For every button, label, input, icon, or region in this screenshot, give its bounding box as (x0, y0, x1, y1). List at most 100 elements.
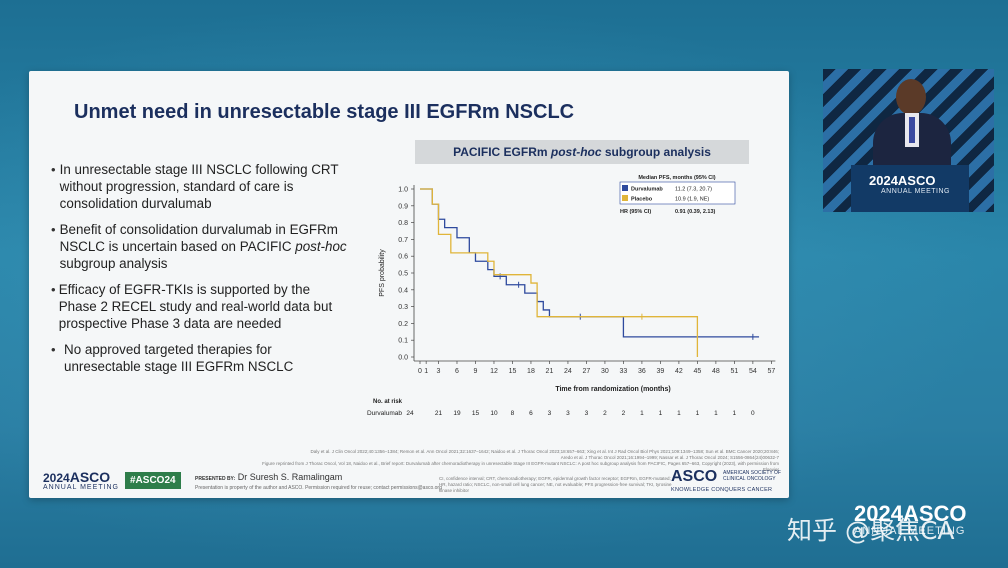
at-risk-count: 2 (603, 410, 607, 417)
watermark-sub: ANNUAL MEETING (854, 525, 966, 537)
x-tick-label: 30 (601, 368, 609, 375)
at-risk-count: 3 (585, 410, 589, 417)
podium-asco: ASCO (897, 173, 936, 188)
y-tick-label: 0.3 (398, 304, 408, 311)
at-risk-count: 6 (529, 410, 533, 417)
y-tick-label: 0.8 (398, 220, 408, 227)
banner-text-italic: post-hoc (550, 145, 602, 159)
asco-sub-line: CLINICAL ONCOLOGY (723, 476, 776, 482)
bullet-symbol: • (51, 222, 56, 237)
asco-meeting-logo: 2024ASCO ANNUAL MEETING (43, 469, 119, 491)
bullet-symbol: • (51, 342, 56, 357)
logo-asco: ASCO (69, 469, 111, 485)
x-tick-label: 1 (424, 368, 428, 375)
y-tick-label: 0.6 (398, 254, 408, 261)
legend-value: 11.2 (7.3, 20.7) (675, 187, 712, 193)
reference-line: Figure reprinted from J Thorac Oncol, Vo… (262, 461, 779, 472)
x-tick-label: 27 (583, 368, 591, 375)
speaker-tie (909, 117, 915, 143)
at-risk-count: 8 (511, 410, 515, 417)
bullet-symbol: • (51, 162, 56, 177)
bullet-item: • In unresectable stage III NSCLC follow… (51, 161, 351, 212)
at-risk-count: 0 (751, 410, 755, 417)
banner-text: subgroup analysis (601, 145, 711, 159)
at-risk-count: 19 (453, 410, 461, 417)
x-tick-label: 24 (564, 368, 572, 375)
speaker-head (896, 79, 926, 115)
km-curve-placebo (420, 188, 699, 357)
at-risk-count: 10 (490, 410, 498, 417)
asco-logo-subtitle: AMERICAN SOCIETY OF CLINICAL ONCOLOGY (723, 470, 781, 482)
y-tick-label: 0.2 (398, 321, 408, 328)
at-risk-count: 1 (696, 410, 700, 417)
x-tick-label: 51 (730, 368, 738, 375)
x-tick-label: 6 (455, 368, 459, 375)
at-risk-count: 1 (677, 410, 681, 417)
y-tick-label: 0.5 (398, 271, 408, 278)
x-tick-label: 54 (749, 368, 757, 375)
y-tick-label: 0.4 (398, 287, 408, 294)
x-tick-label: 0 (418, 368, 422, 375)
slide-title: Unmet need in unresectable stage III EGF… (74, 101, 575, 123)
bullet-item: • Benefit of consolidation durvalumab in… (51, 221, 351, 272)
bullet-text-italic: post-hoc (295, 239, 347, 254)
watermark-text: 知乎 @聚焦CA (787, 516, 955, 545)
asco-sub-line: AMERICAN SOCIETY OF (723, 470, 781, 476)
at-risk-count: 24 (406, 410, 414, 417)
y-tick-label: 0.7 (398, 237, 408, 244)
legend-box (619, 181, 736, 205)
legend-swatch-durvalumab (622, 185, 628, 191)
x-tick-label: 15 (509, 368, 517, 375)
logo-year: 2024 (43, 471, 70, 485)
watermark-year: 2024 (854, 501, 903, 526)
reference-line: CI, confidence interval; CRT, chemoradio… (439, 476, 672, 493)
legend-name: Durvalumab (631, 187, 663, 193)
bullet-text-part: subgroup analysis (59, 256, 168, 271)
x-tick-label: 42 (675, 368, 683, 375)
podium-meeting: ANNUAL MEETING (881, 188, 950, 195)
at-risk-count: 1 (733, 410, 737, 417)
presenter-line: PRESENTED BY: Dr Suresh S. Ramalingam (195, 472, 342, 482)
bullet-symbol: • (51, 282, 56, 297)
x-tick-label: 57 (767, 368, 775, 375)
reference-line: Daly et al. J Clin Oncol 2022;40:1356–13… (310, 449, 779, 454)
km-chart: 0.00.10.20.30.40.50.60.70.80.91.00 1 3 6 9 12… (367, 175, 776, 417)
chart-banner: PACIFIC EGFRm post-hoc subgroup analysis (415, 140, 749, 164)
x-tick-label: 9 (474, 368, 478, 375)
y-tick-label: 0.1 (398, 338, 408, 345)
y-tick-label: 1.0 (398, 187, 408, 194)
at-risk-row-label: Durvalumab (367, 410, 402, 417)
y-axis-label: PFS probability (379, 249, 386, 297)
podium-year: 2024 (869, 173, 898, 188)
bullet-text: No approved targeted therapies for unres… (64, 342, 294, 374)
hashtag-badge: #ASCO24 (125, 472, 181, 489)
y-tick-label: 0.0 (398, 355, 408, 362)
x-tick-label: 36 (638, 368, 646, 375)
legend-value: 10.9 (1.9, NE) (675, 197, 709, 203)
x-tick-label: 21 (546, 368, 554, 375)
reference-line: Aredo et al. J Thorac Oncol 2021;16:1994… (560, 455, 779, 460)
at-risk-count: 15 (472, 410, 480, 417)
at-risk-count: 1 (640, 410, 644, 417)
asco-logo: ASCO (671, 468, 718, 485)
banner-text: PACIFIC EGFRm (453, 145, 551, 159)
x-axis-label: Time from randomization (months) (555, 386, 670, 393)
legend-header: Median PFS, months (95% CI) (638, 175, 715, 181)
bullet-text: Efficacy of EGFR-TKIs is supported by th… (58, 282, 333, 331)
x-tick-label: 33 (620, 368, 628, 375)
hr-label: HR (95% CI) (620, 209, 651, 215)
bullet-item: • No approved targeted therapies for unr… (51, 341, 351, 375)
speaker-video: 2024ASCO ANNUAL MEETING (823, 69, 994, 212)
hr-value: 0.91 (0.39, 2.13) (675, 209, 716, 215)
x-tick-label: 45 (693, 368, 701, 375)
presenter-name: Dr Suresh S. Ramalingam (237, 472, 343, 482)
x-tick-label: 18 (527, 368, 535, 375)
bullet-item: • Efficacy of EGFR-TKIs is supported by … (51, 281, 351, 332)
at-risk-count: 3 (548, 410, 552, 417)
podium (851, 165, 969, 212)
legend-name: Placebo (631, 197, 653, 203)
watermark-logo: 2024ASCO (854, 501, 967, 527)
bullet-text: Benefit of consolidation durvalumab in E… (60, 221, 351, 272)
x-tick-label: 39 (657, 368, 665, 375)
at-risk-label: No. at risk (373, 399, 403, 405)
